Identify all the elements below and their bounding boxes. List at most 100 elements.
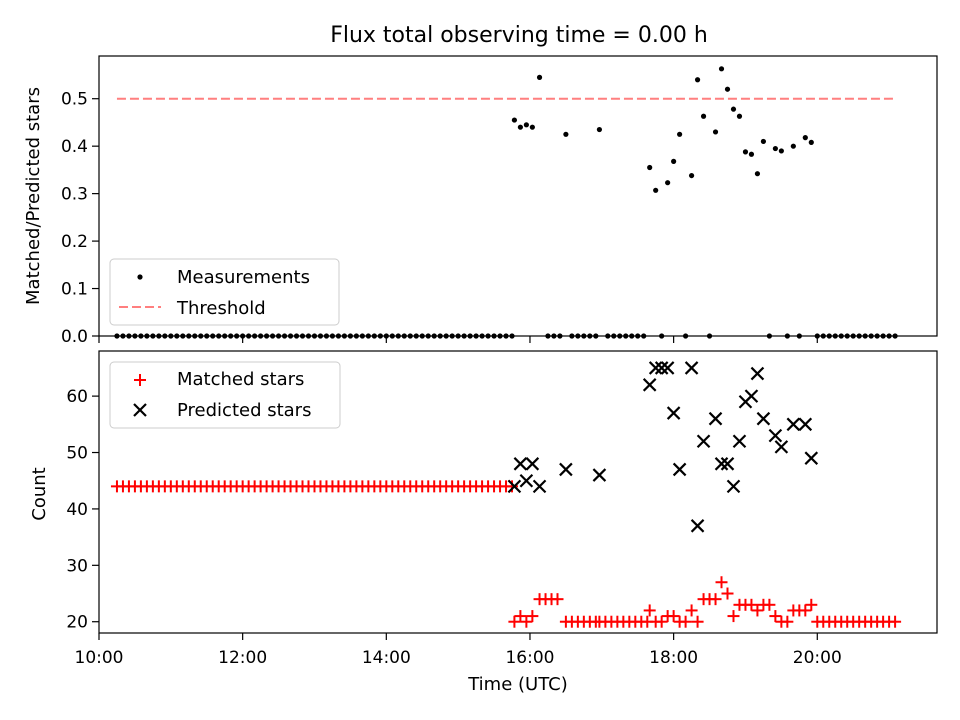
predicted-star-point <box>642 378 657 392</box>
measurement-point <box>754 171 761 177</box>
bottom-x-tick-label: 16:00 <box>505 648 554 668</box>
matched-star-point <box>520 615 533 628</box>
matched-star-point <box>745 598 758 611</box>
measurement-point <box>790 143 796 149</box>
predicted-star-point <box>666 406 681 420</box>
top-x-ticks <box>98 336 818 343</box>
measurement-point <box>700 113 707 119</box>
measurement-point <box>511 117 518 123</box>
measurement-point <box>671 158 677 164</box>
measurement-point <box>563 131 569 137</box>
predicted-star-point <box>750 366 765 381</box>
predicted-star-point <box>690 519 705 533</box>
matched-star-point <box>508 615 521 628</box>
matched-star-point <box>655 615 668 628</box>
measurement-point <box>730 106 737 112</box>
matched-star-point <box>685 604 698 617</box>
matched-star-point <box>715 576 728 589</box>
legend-measurements-label: Measurements <box>177 267 310 288</box>
matched-star-point <box>763 598 776 611</box>
bottom-y-axis-label: Count <box>29 467 50 520</box>
predicted-star-point <box>726 479 741 494</box>
bottom-legend: Matched stars Predicted stars <box>109 361 341 429</box>
legend-matched-marker <box>134 374 146 386</box>
top-legend-box <box>109 258 340 326</box>
top-y-tick-label: 0.0 <box>61 327 88 347</box>
predicted-star-point <box>525 457 540 471</box>
matched-star-point <box>526 610 539 623</box>
top-panel: 0.0 0.1 0.2 0.3 0.4 0.5 Matched/Predicted sta… <box>23 55 938 347</box>
predicted-star-point <box>708 411 723 426</box>
predicted-star-point <box>798 417 813 432</box>
predicted-star-point <box>592 468 607 482</box>
predicted-star-point <box>756 411 771 426</box>
measurement-point <box>647 164 653 171</box>
matched-star-point <box>889 615 902 628</box>
bottom-data-layer <box>110 361 902 628</box>
legend-threshold-label: Threshold <box>176 298 266 319</box>
predicted-star-point <box>714 457 729 471</box>
bottom-y-tick-label: 20 <box>66 613 88 633</box>
predicted-star-point <box>507 479 522 494</box>
measurement-point <box>653 187 659 193</box>
predicted-star-point <box>696 434 711 449</box>
predicted-star-point <box>684 361 699 375</box>
predicted-star-point <box>648 361 663 375</box>
measurement-point <box>688 172 695 179</box>
matched-star-point <box>643 604 656 617</box>
bottom-y-tick-label: 60 <box>66 387 88 407</box>
matched-star-point <box>667 610 680 623</box>
matched-star-point <box>751 604 764 617</box>
bottom-y-ticks: 20 30 40 50 60 <box>66 387 99 633</box>
top-y-tick-label: 0.4 <box>61 137 88 157</box>
matched-star-point <box>691 615 704 628</box>
matched-star-point <box>709 593 722 606</box>
matched-star-point <box>727 610 740 623</box>
bottom-y-tick-label: 30 <box>66 556 88 576</box>
bottom-y-tick-label: 50 <box>66 444 88 464</box>
measurement-point <box>760 138 767 145</box>
bottom-x-tick-label: 20:00 <box>793 648 842 668</box>
measurement-point <box>596 126 603 133</box>
matched-star-point <box>679 615 692 628</box>
top-y-tick-label: 0.2 <box>61 232 88 252</box>
matched-star-point <box>506 480 519 493</box>
predicted-star-point <box>720 457 735 471</box>
measurement-point <box>529 124 535 130</box>
measurement-point <box>712 129 719 135</box>
legend-matched-label: Matched stars <box>177 369 304 390</box>
measurement-point <box>808 139 814 145</box>
chart-title: Flux total observing time = 0.00 h <box>330 23 708 48</box>
predicted-star-point <box>672 462 687 477</box>
matched-star-point <box>514 610 527 623</box>
top-axes-frame <box>98 55 938 337</box>
bottom-x-tick-label: 12:00 <box>218 648 267 668</box>
measurement-point <box>742 149 749 155</box>
measurement-point <box>517 124 523 130</box>
matched-star-point <box>805 598 818 611</box>
predicted-star-point <box>519 473 534 488</box>
predicted-star-point <box>559 462 573 477</box>
matched-star-point <box>551 593 564 606</box>
measurement-point <box>665 180 671 186</box>
bottom-panel: 20 30 40 50 60 10:00 12:00 14:00 16:00 18:00 20:0… <box>29 350 938 695</box>
measurement-point <box>802 135 808 141</box>
x-axis-label: Time (UTC) <box>467 674 568 695</box>
top-legend: Measurements Threshold <box>109 258 340 326</box>
measurement-point <box>748 151 755 157</box>
predicted-star-point <box>804 451 819 465</box>
predicted-star-point <box>774 440 789 454</box>
measurement-point <box>724 86 731 92</box>
legend-measurements-marker <box>137 274 143 280</box>
predicted-star-point <box>654 361 669 375</box>
top-y-tick-label: 0.3 <box>61 185 88 205</box>
predicted-star-point <box>786 417 801 432</box>
measurement-point <box>694 77 701 83</box>
predicted-star-point <box>513 457 528 471</box>
matched-star-point <box>781 615 794 628</box>
predicted-star-point <box>660 361 675 375</box>
matched-star-point <box>769 610 782 623</box>
bottom-x-tick-label: 14:00 <box>362 648 411 668</box>
top-y-axis-label: Matched/Predicted stars <box>23 87 44 305</box>
